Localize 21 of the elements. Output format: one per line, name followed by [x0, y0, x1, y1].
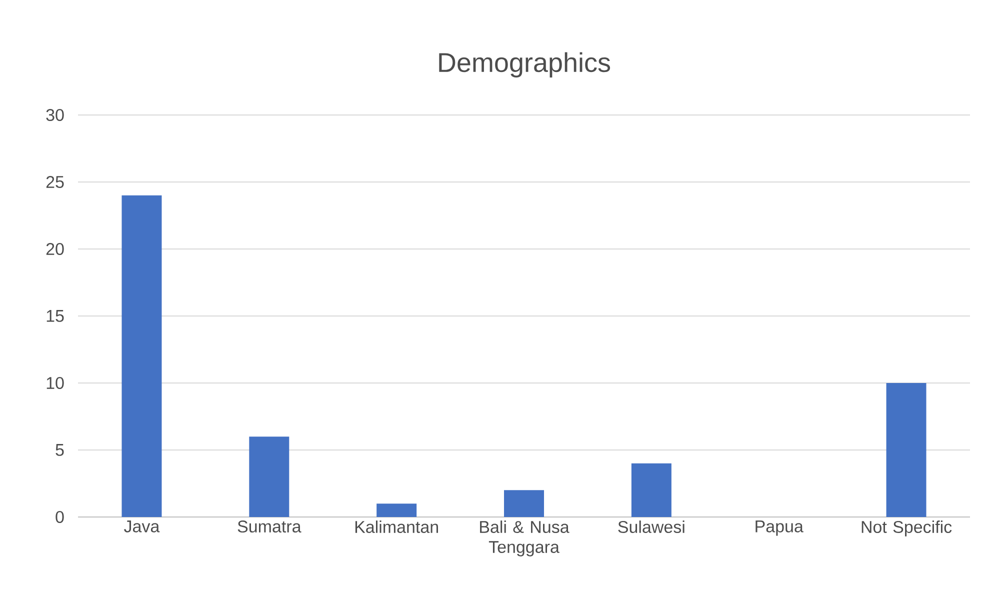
x-tick-label: Papua [756, 520, 804, 536]
x-tick-label: Java [124, 520, 160, 532]
x-tick-label: Not Specific [862, 520, 952, 536]
y-tick-label: 15 [46, 310, 64, 322]
x-tick-label: Sumatra [238, 520, 302, 533]
bar [886, 382, 926, 517]
y-tick-label: 0 [56, 510, 64, 524]
y-tick-label: 10 [46, 376, 64, 390]
bar [376, 504, 417, 517]
bar [504, 490, 544, 517]
y-tick-label: 30 [46, 108, 64, 122]
y-tick-label: 25 [46, 176, 64, 188]
chart-title: Demographics [439, 52, 610, 78]
x-tick-label: Sulawesi [618, 520, 684, 534]
x-tick-label: Kalimantan [355, 520, 438, 534]
bar [122, 195, 162, 517]
y-tick-label: 5 [56, 444, 64, 456]
x-tick-label: Bali & Nusa Tenggara [480, 520, 570, 556]
bar [631, 463, 672, 517]
y-tick-label: 20 [46, 242, 64, 256]
bar [249, 436, 290, 517]
